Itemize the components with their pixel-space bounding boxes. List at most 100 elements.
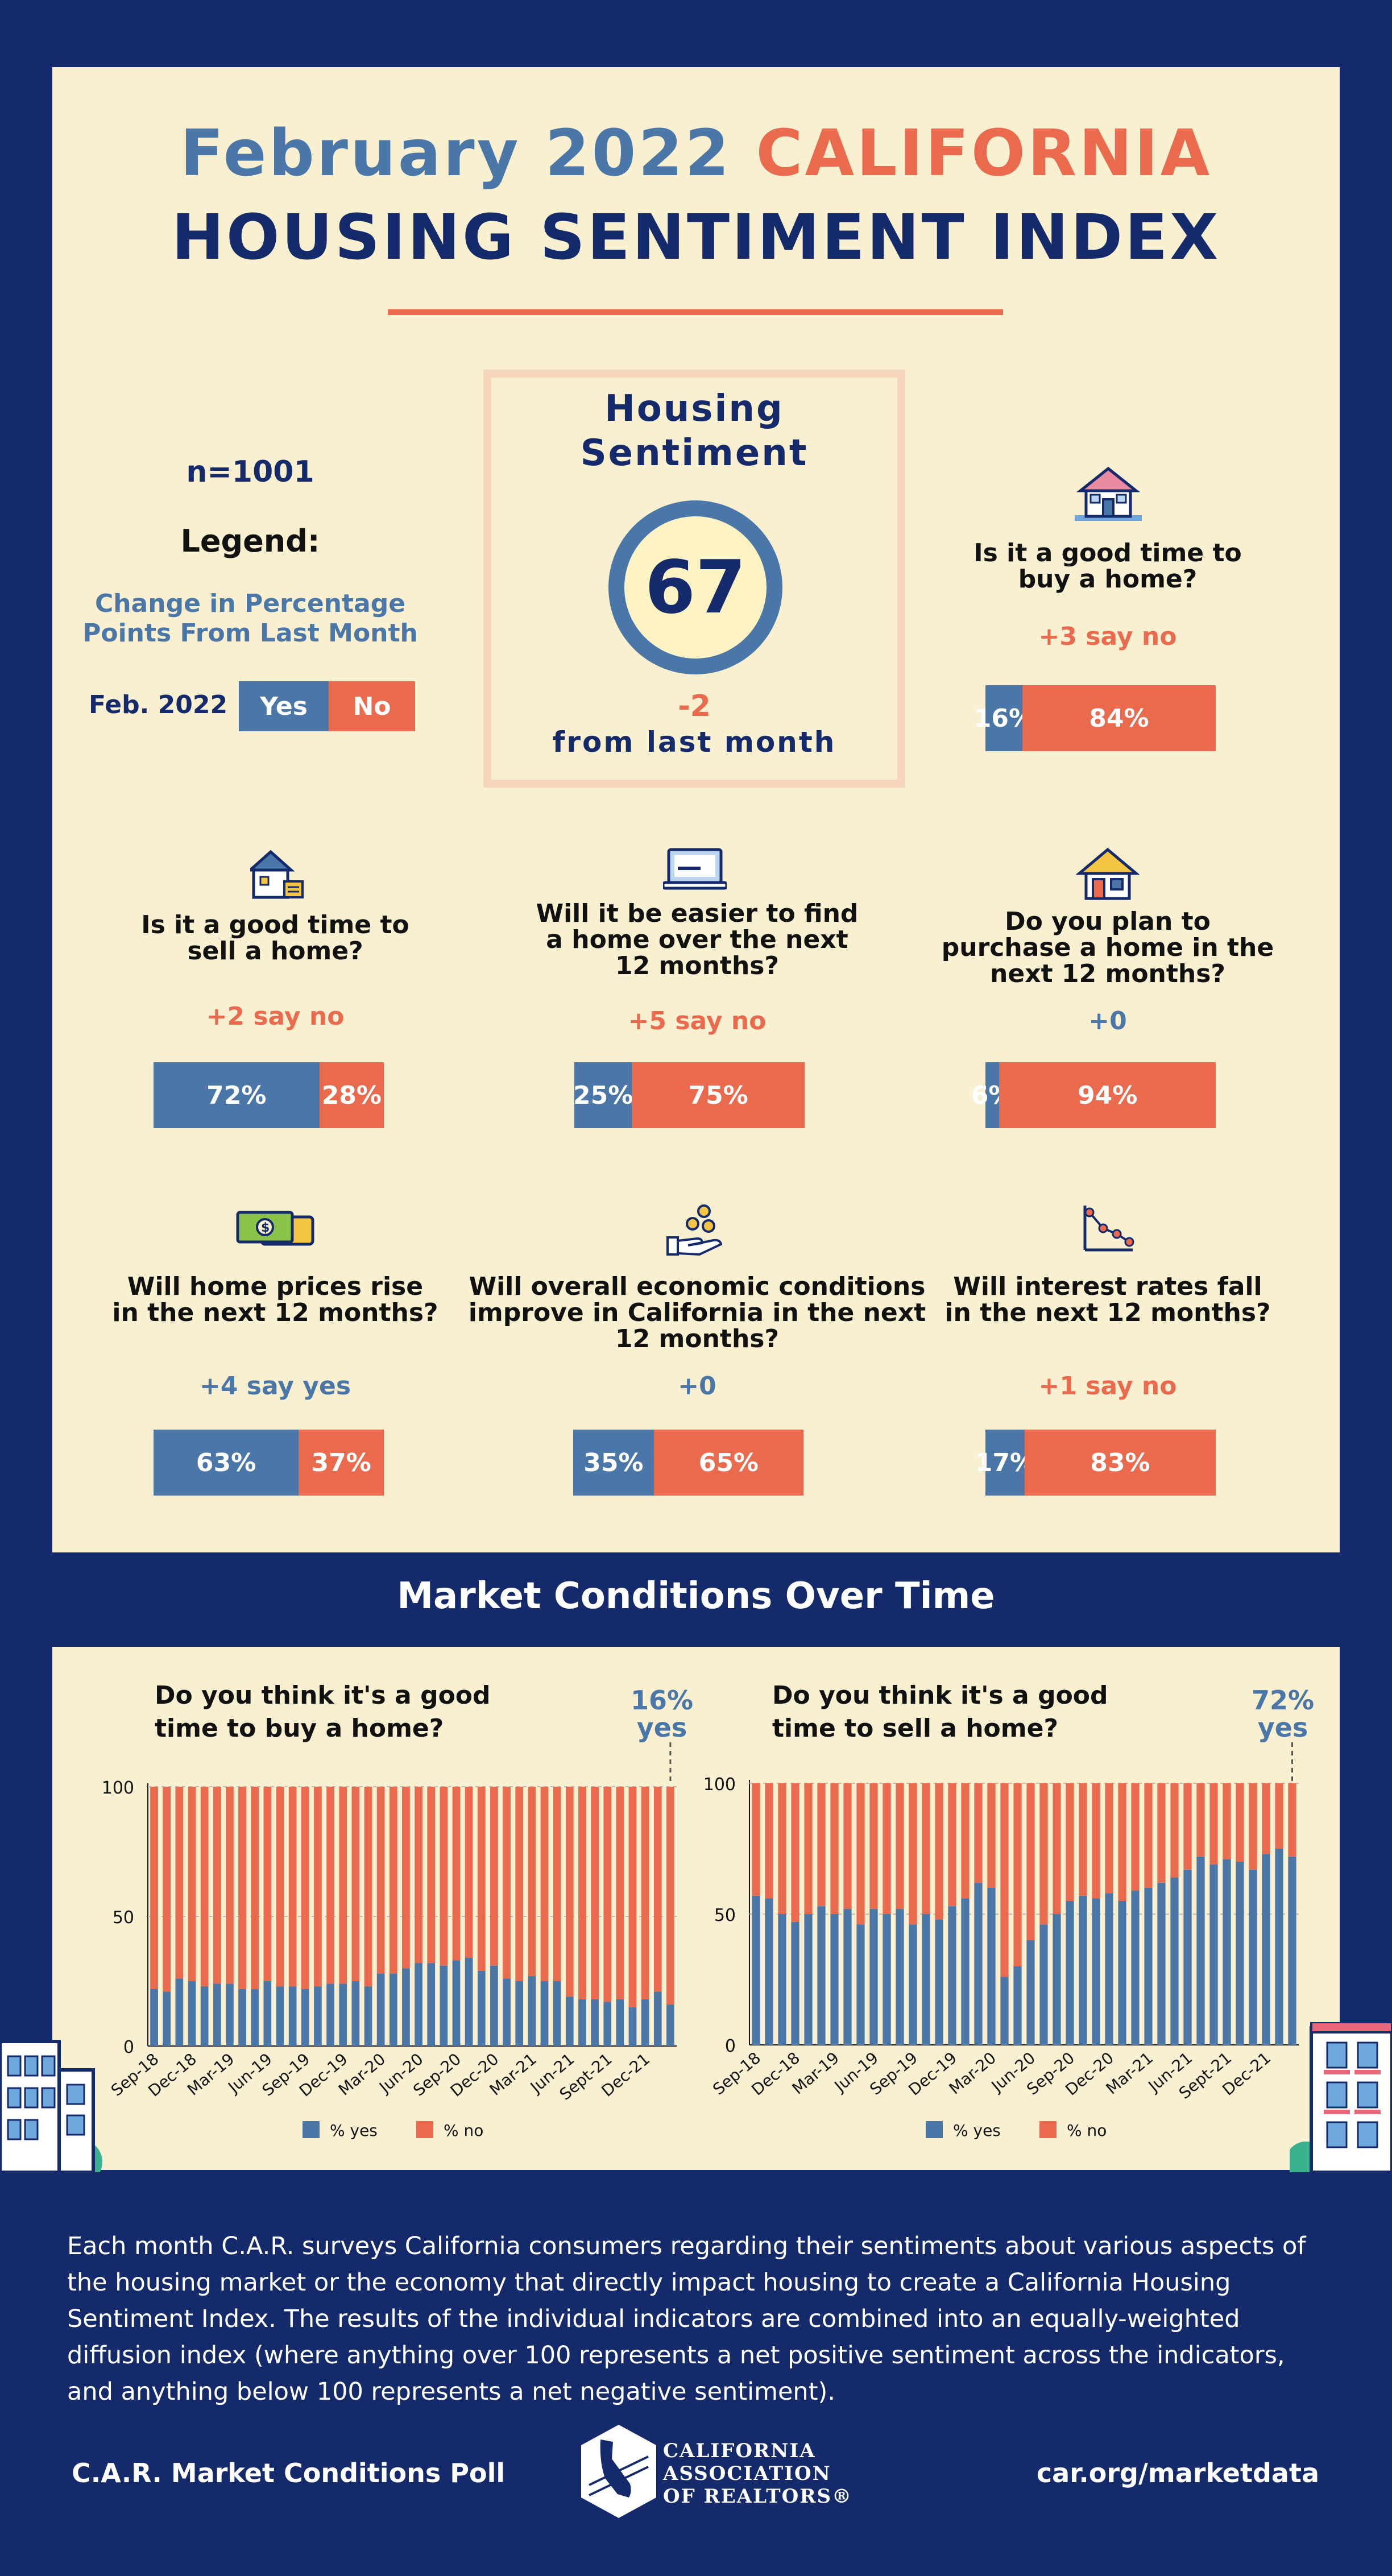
bar-no-Oct-19 — [314, 1787, 322, 1987]
chart-y-tick: 50 — [113, 1908, 134, 1928]
bar-no-Mar-21 — [1144, 1783, 1153, 1888]
legend-yes: Yes — [239, 681, 329, 731]
bar-yes-Mar-19 — [226, 1983, 234, 2046]
bar-no-Feb-19 — [213, 1787, 221, 1984]
bar-yes-Sep-19 — [909, 1924, 917, 2045]
bar-no-Jan-22 — [653, 1787, 662, 1992]
sample-size: n=1001 — [186, 455, 314, 489]
bar-no-May-21 — [1170, 1783, 1179, 1878]
bar-yes-Jan-21 — [503, 1978, 511, 2046]
bar-no-Jun-19 — [869, 1783, 878, 1909]
bar-yes-Jul-21 — [578, 1999, 586, 2046]
bar-yes-Oct-19 — [922, 1914, 930, 2045]
sentiment-change: -2 — [678, 689, 711, 723]
bar-yes-Jul-20 — [427, 1963, 436, 2046]
bar-no-May-20 — [402, 1787, 410, 1969]
bar-yes-segment: 72% — [154, 1062, 320, 1128]
building-right-icon — [1290, 2022, 1392, 2172]
question-line1: Is it a good time to — [141, 910, 409, 939]
chart-y-tick: 50 — [714, 1906, 736, 1925]
bar-yes-May-20 — [402, 1968, 410, 2046]
bar-no-segment: 37% — [299, 1430, 384, 1496]
sentiment-change-label: from last month — [552, 726, 836, 759]
question-change: +2 say no — [206, 1002, 345, 1031]
bar-yes-Sep-20 — [452, 1960, 461, 2046]
bar-yes-Jan-20 — [351, 1981, 360, 2046]
bar-no-Apr-20 — [389, 1787, 397, 1974]
legend-no-label: % no — [1067, 2121, 1107, 2140]
bar-no-segment: 65% — [653, 1430, 803, 1496]
money-stack-icon: $ — [236, 1211, 314, 1246]
coins-hand-icon — [666, 1204, 723, 1256]
bar-yes-Dec-20 — [490, 1965, 498, 2046]
bar-no-Oct-21 — [1236, 1783, 1244, 1862]
legend-no-swatch — [1039, 2121, 1057, 2138]
bar-no-Aug-19 — [896, 1783, 904, 1909]
bar-yes-Apr-20 — [1000, 1977, 1009, 2045]
bar-yes-Mar-20 — [376, 1973, 385, 2046]
legend-no: No — [329, 681, 415, 731]
chart-sell-home: Do you think it's a good time to sell a h… — [705, 1681, 1314, 2140]
footer-link[interactable]: car.org/marketdata — [1036, 2458, 1319, 2488]
house-for-sale-icon — [250, 850, 304, 899]
question-bar: 72% 28% — [154, 1062, 384, 1128]
title-month: February 2022 — [180, 117, 732, 190]
question-text: Will overall economic conditions improve … — [458, 1274, 936, 1352]
question-line3: next 12 months? — [990, 959, 1225, 988]
bar-no-Nov-21 — [1249, 1783, 1257, 1870]
bar-no-Sep-21 — [1223, 1783, 1231, 1859]
bar-no-Mar-21 — [528, 1787, 536, 1976]
bar-no-Jul-19 — [276, 1787, 284, 1987]
bar-yes-Dec-18 — [188, 1981, 196, 2046]
bar-no-Sep-18 — [752, 1783, 760, 1896]
bar-yes-Feb-20 — [364, 1986, 372, 2046]
bar-no-Jun-21 — [565, 1787, 574, 1997]
bar-yes-Oct-19 — [314, 1986, 322, 2046]
bar-no-Jan-20 — [351, 1787, 360, 1981]
bar-no-Oct-19 — [922, 1783, 930, 1914]
sentiment-ring-inner: 67 — [624, 516, 767, 659]
question-bar: 63% 37% — [154, 1430, 384, 1496]
bar-no-Dec-19 — [339, 1787, 347, 1984]
bar-yes-Jan-22 — [1275, 1849, 1283, 2045]
bar-yes-Aug-20 — [1053, 1914, 1061, 2045]
bar-yes-Jan-22 — [653, 1991, 662, 2046]
bar-no-Nov-18 — [175, 1787, 184, 1979]
bar-yes-segment: 6% — [971, 1062, 1014, 1128]
question-line2: improve in California in the next — [468, 1298, 926, 1327]
realtors-logo-icon — [581, 2425, 656, 2518]
bar-no-Jun-20 — [1026, 1783, 1035, 1940]
bar-yes-Jul-21 — [1196, 1856, 1205, 2045]
bar-yes-May-20 — [1013, 1966, 1022, 2045]
question-bar: 25% 75% — [573, 1062, 805, 1128]
bar-no-Apr-19 — [843, 1783, 852, 1909]
realtors-logo-text: CALIFORNIA ASSOCIATION OF REALTORS® — [663, 2440, 852, 2508]
bar-no-Mar-20 — [376, 1787, 385, 1974]
bar-no-Mar-20 — [987, 1783, 996, 1888]
legend-yes-swatch — [303, 2121, 320, 2138]
bar-yes-Jun-20 — [415, 1963, 422, 2046]
chart-y-tick: 100 — [705, 1775, 736, 1795]
bar-yes-Jan-19 — [200, 1986, 209, 2046]
bar-yes-Mar-20 — [987, 1888, 996, 2045]
bar-no-Jul-20 — [1039, 1783, 1048, 1925]
question-change: +5 say no — [628, 1007, 767, 1036]
question-text: Is it a good time to sell a home? — [36, 912, 514, 964]
bar-yes-Sep-18 — [752, 1895, 760, 2045]
bar-no-Dec-18 — [188, 1787, 196, 1981]
question-text: Do you plan to purchase a home in the next… — [869, 909, 1347, 987]
question-change: +4 say yes — [199, 1372, 351, 1401]
bar-yes-Oct-20 — [465, 1957, 473, 2046]
bar-no-Mar-19 — [830, 1783, 839, 1914]
question-line2: purchase a home in the — [941, 933, 1274, 962]
bar-no-Apr-21 — [540, 1787, 549, 1981]
legend-yes-label: % yes — [953, 2121, 1001, 2140]
bar-no-Oct-18 — [163, 1787, 171, 1992]
bar-yes-Nov-18 — [175, 1978, 184, 2046]
question-line3: 12 months? — [615, 951, 780, 980]
question-line2: in the next 12 months? — [944, 1298, 1271, 1327]
bar-no-Nov-20 — [477, 1787, 486, 1971]
bar-yes-Aug-19 — [288, 1986, 297, 2046]
bar-no-segment: 94% — [999, 1062, 1216, 1128]
legend-description: Change in Percentage Points From Last Mo… — [57, 589, 444, 648]
